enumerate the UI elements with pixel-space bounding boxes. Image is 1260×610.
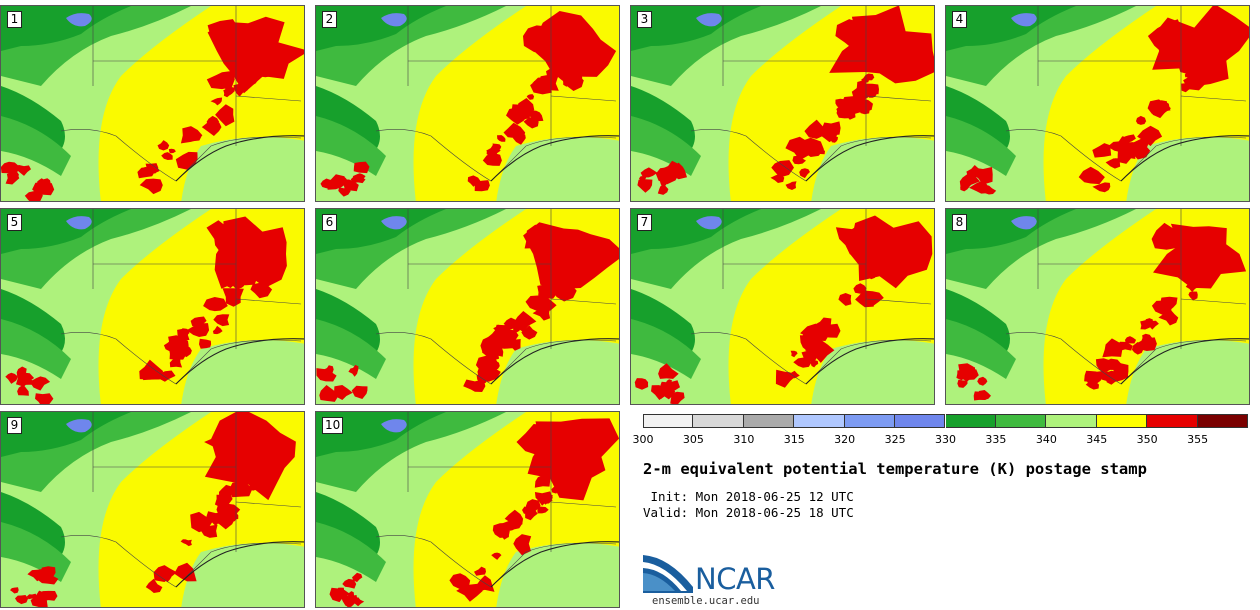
- theta-e-map: [316, 412, 619, 607]
- colorbar-swatch: [1197, 414, 1248, 428]
- theta-e-map: [946, 6, 1249, 201]
- colorbar-swatch: [1147, 414, 1198, 428]
- colorbar-tick-label: 335: [985, 433, 1007, 446]
- colorbar-swatch: [794, 414, 845, 428]
- theta-e-map: [1, 6, 304, 201]
- member-label: 8: [952, 214, 967, 231]
- ensemble-member-panel-1: 1: [0, 5, 305, 202]
- theta-e-map: [631, 6, 934, 201]
- member-label: 3: [637, 11, 652, 28]
- ensemble-member-panel-5: 5: [0, 208, 305, 405]
- colorbar-swatch: [1096, 414, 1148, 428]
- colorbar-swatch: [844, 414, 896, 428]
- theta-e-map: [316, 209, 619, 404]
- member-label: 6: [322, 214, 337, 231]
- colorbar-tick-label: 300: [632, 433, 654, 446]
- member-label: 1: [7, 11, 22, 28]
- theta-e-map: [316, 6, 619, 201]
- colorbar-tick-label: 315: [783, 433, 805, 446]
- ensemble-url: ensemble.ucar.edu: [652, 595, 760, 607]
- colorbar-swatch: [995, 414, 1047, 428]
- theta-e-map: [631, 209, 934, 404]
- colorbar-swatch: [643, 414, 694, 428]
- colorbar-tick-label: 330: [935, 433, 956, 446]
- member-label: 7: [637, 214, 652, 231]
- theta-e-map: [1, 209, 304, 404]
- ensemble-member-panel-7: 7: [630, 208, 935, 405]
- colorbar-tick-label: 340: [1035, 433, 1057, 446]
- colorbar-tick-label: 355: [1187, 433, 1209, 446]
- colorbar-tick-label: 305: [682, 433, 704, 446]
- colorbar-swatch: [945, 414, 996, 428]
- ncar-logo-text: NCAR: [695, 562, 775, 596]
- colorbar-swatch: [693, 414, 744, 428]
- colorbar-swatch: [895, 414, 946, 428]
- ensemble-member-panel-6: 6: [315, 208, 620, 405]
- member-label: 5: [7, 214, 22, 231]
- ensemble-member-panel-10: 10: [315, 411, 620, 608]
- colorbar-tick-label: 310: [733, 433, 755, 446]
- init-time: Init: Mon 2018-06-25 12 UTC: [643, 489, 854, 504]
- ensemble-member-panel-9: 9: [0, 411, 305, 608]
- ensemble-member-panel-8: 8: [945, 208, 1250, 405]
- colorbar-tick-label: 320: [834, 433, 856, 446]
- colorbar-legend: 300 305 310 315 320 325 330 335 340 345 350 355: [633, 414, 1248, 446]
- member-label: 4: [952, 11, 967, 28]
- plot-title: 2-m equivalent potential temperature (K)…: [643, 460, 1147, 478]
- ensemble-member-panel-3: 3: [630, 5, 935, 202]
- member-label: 10: [322, 417, 344, 434]
- member-label: 9: [7, 417, 22, 434]
- member-label: 2: [322, 11, 337, 28]
- colorbar-swatch: [1046, 414, 1097, 428]
- ncar-swoosh-icon: [643, 555, 693, 593]
- theta-e-map: [946, 209, 1249, 404]
- colorbar-tick-label: 345: [1086, 433, 1108, 446]
- colorbar-swatch: [743, 414, 795, 428]
- valid-time: Valid: Mon 2018-06-25 18 UTC: [643, 505, 854, 520]
- ensemble-member-panel-4: 4: [945, 5, 1250, 202]
- colorbar-tick-label: 325: [884, 433, 906, 446]
- colorbar-tick-label: 350: [1136, 433, 1158, 446]
- ncar-logo: NCAR ensemble.ucar.edu: [643, 553, 793, 609]
- ensemble-member-panel-2: 2: [315, 5, 620, 202]
- theta-e-map: [1, 412, 304, 607]
